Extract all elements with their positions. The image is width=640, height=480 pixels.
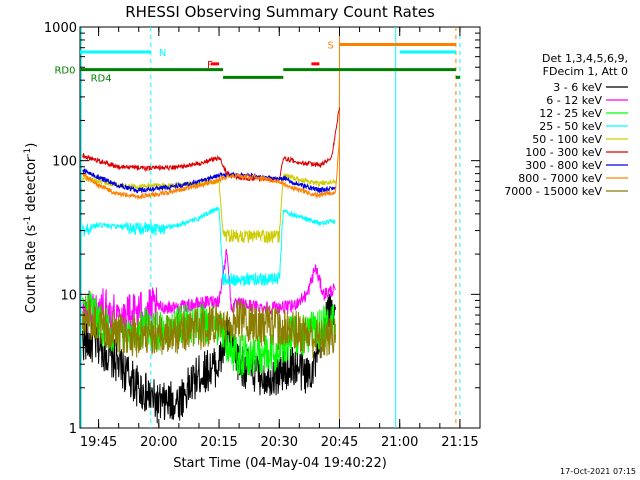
chart-title: RHESSI Observing Summary Count Rates: [125, 3, 435, 21]
series-group: [82, 107, 340, 424]
y-axis-label-end: ): [24, 143, 39, 148]
legend-label-2: 12 - 25 keV: [539, 107, 602, 120]
y-axis-label-sup1: -1: [23, 216, 33, 225]
series-line-1: [82, 248, 336, 335]
flag-label-1: N: [159, 48, 166, 59]
legend-label-0: 3 - 6 keV: [553, 81, 602, 94]
series-line-0: [82, 294, 336, 424]
x-tick-label-0: 19:45: [80, 435, 117, 450]
flag-label-5: RD4: [91, 73, 112, 84]
reference-lines: [80, 27, 461, 428]
footer-timestamp: 17-Oct-2021 07:15: [560, 467, 636, 476]
series-line-3: [82, 206, 336, 288]
x-tick-label-6: 21:15: [441, 435, 478, 450]
legend-header-0: Det 1,3,4,5,6,9,: [542, 52, 628, 65]
y-tick-label-3: 1000: [44, 21, 77, 36]
y-tick-label-2: 100: [52, 155, 77, 170]
flag-label-2: F: [207, 60, 213, 71]
x-tick-label-3: 20:30: [261, 435, 298, 450]
x-tick-label-2: 20:15: [200, 435, 237, 450]
series-line-6: [82, 168, 336, 194]
series-line-5: [82, 107, 340, 183]
x-tick-label-1: 20:00: [140, 435, 177, 450]
series-line-8: [82, 295, 336, 359]
plot-frame: [79, 26, 481, 429]
series-line-7: [82, 137, 340, 200]
plot-area: [79, 26, 481, 429]
legend-label-7: 800 - 7000 keV: [518, 172, 602, 185]
legend-label-8: 7000 - 15000 keV: [504, 185, 602, 198]
axes-group: 1 10 100 1000 19:45 20:00 20:15 20:30 20:45 21:00…: [44, 21, 481, 450]
y-tick-label-0: 1: [69, 422, 77, 437]
legend-label-3: 25 - 50 keV: [539, 120, 602, 133]
legend-label-4: 50 - 100 keV: [532, 133, 602, 146]
flag-label-3: S: [327, 40, 333, 51]
legend-label-6: 300 - 800 keV: [525, 159, 602, 172]
x-axis-label: Start Time (04-May-04 19:40:22): [173, 456, 387, 471]
y-tick-label-1: 10: [60, 288, 77, 303]
flag-label-4: RD0: [54, 66, 75, 77]
y-axis-label-main: Count Rate (s: [24, 225, 39, 314]
legend: Det 1,3,4,5,6,9,FDecim 1, Att 0 3 - 6 keV…: [504, 52, 628, 198]
x-tick-label-4: 20:45: [321, 435, 358, 450]
x-tick-label-5: 21:00: [381, 435, 418, 450]
legend-header-1: FDecim 1, Att 0: [543, 65, 628, 78]
y-axis-label-sup2: -1: [23, 148, 33, 157]
y-axis-label: Count Rate (s-1 detector-1): [23, 143, 39, 314]
legend-label-5: 100 - 300 keV: [525, 146, 602, 159]
y-axis-label-mid: detector: [24, 156, 39, 216]
flags-group: N F S RD0 RD4: [54, 40, 460, 84]
legend-label-1: 6 - 12 keV: [546, 94, 602, 107]
